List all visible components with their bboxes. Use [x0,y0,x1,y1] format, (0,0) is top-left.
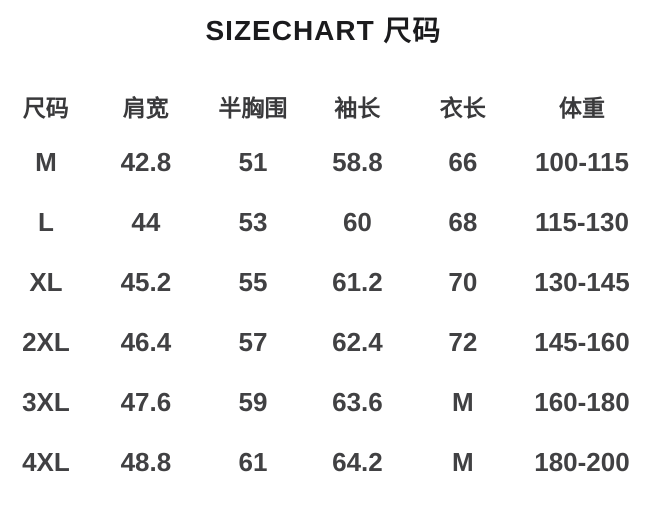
table-cell: XL [29,266,63,297]
table-row: 2XL 46.4 57 62.4 72 145-160 [0,312,647,372]
column-header: 尺码 [22,95,69,121]
table-cell: M [452,386,474,417]
size-chart-table: 尺码 肩宽 半胸围 袖长 衣长 体重 M 42.8 51 58.8 66 100-115 L 44 53 6… [0,80,647,492]
column-header: 肩宽 [122,95,169,121]
table-cell: 70 [448,266,478,297]
table-row: 4XL 48.8 61 64.2 M 180-200 [0,432,647,492]
table-cell: 130-145 [534,266,630,297]
table-cell: 160-180 [534,386,630,417]
table-row: M 42.8 51 58.8 66 100-115 [0,132,647,192]
table-cell: 61 [238,446,268,477]
table-cell: 3XL [22,386,70,417]
table-cell: 51 [238,146,268,177]
table-row: L 44 53 60 68 115-130 [0,192,647,252]
table-cell: L [37,206,54,237]
table-cell: 57 [238,326,268,357]
table-cell: M [452,446,474,477]
table-cell: 48.8 [120,446,172,477]
table-cell: 58.8 [332,146,383,177]
table-cell: 64.2 [332,446,383,477]
table-cell: 42.8 [120,146,172,177]
table-cell: 55 [238,266,268,297]
table-cell: 145-160 [534,326,630,357]
column-header: 衣长 [439,95,486,121]
column-header: 袖长 [334,95,381,121]
table-cell: 100-115 [534,146,629,177]
table-cell: 115-130 [534,206,629,237]
table-cell: 2XL [22,326,70,357]
table-cell: 72 [448,326,478,357]
table-cell: 68 [448,206,478,237]
table-cell: 180-200 [534,446,630,477]
table-cell: 59 [238,386,268,417]
table-cell: 63.6 [332,386,383,417]
page-title: SIZECHART 尺码 [205,15,442,46]
header-row: 尺码 肩宽 半胸围 袖长 衣长 体重 [0,80,647,132]
table-header: 尺码 肩宽 半胸围 袖长 衣长 体重 [0,80,647,132]
table-cell: 44 [131,206,161,237]
table-cell: 61.2 [332,266,383,297]
table-cell: 45.2 [120,266,172,297]
table-cell: 60 [342,206,372,237]
table-cell: 66 [448,146,478,177]
column-header: 体重 [558,95,605,121]
table-cell: 53 [238,206,268,237]
table-cell: 62.4 [332,326,383,357]
column-header: 半胸围 [218,95,288,121]
table-cell: 4XL [22,446,70,477]
table-row: XL 45.2 55 61.2 70 130-145 [0,252,647,312]
table-body: M 42.8 51 58.8 66 100-115 L 44 53 60 68 115-130 XL 45… [0,132,647,492]
table-cell: 46.4 [120,326,172,357]
table-row: 3XL 47.6 59 63.6 M 160-180 [0,372,647,432]
table-cell: 47.6 [120,386,172,417]
table-cell: M [35,146,57,177]
